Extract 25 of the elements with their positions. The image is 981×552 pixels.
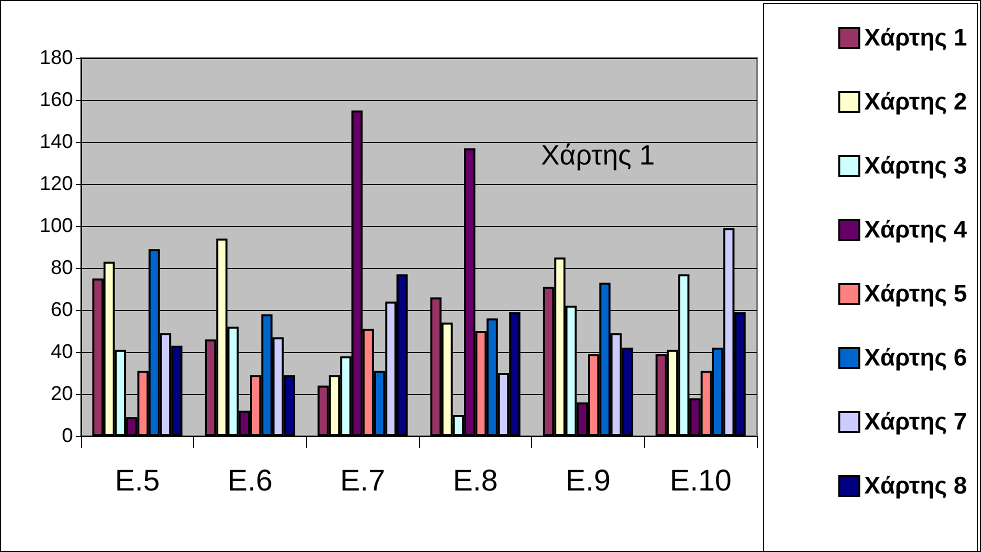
y-tick-label: 180 — [40, 47, 73, 69]
x-tick-label: Ε.9 — [565, 464, 611, 498]
annotation: Χάρτης 1 — [541, 140, 655, 170]
y-tick-label: 80 — [50, 257, 73, 279]
legend-label: Χάρτης 3 — [864, 152, 968, 180]
legend-label: Χάρτης 7 — [864, 408, 968, 436]
legend-label: Χάρτης 6 — [864, 344, 968, 372]
legend-label: Χάρτης 1 — [864, 24, 968, 52]
legend-label: Χάρτης 8 — [864, 472, 968, 500]
y-tick-label: 140 — [40, 131, 73, 153]
y-tick-label: 40 — [50, 341, 73, 363]
x-tick-label: Ε.5 — [114, 464, 160, 498]
y-tick-label: 120 — [40, 173, 73, 195]
x-tick-label: Ε.8 — [452, 464, 498, 498]
x-tick-label: Ε.10 — [670, 464, 732, 498]
y-tick-label: 160 — [40, 89, 73, 111]
y-tick-label: 60 — [50, 299, 73, 321]
legend-label: Χάρτης 4 — [864, 216, 968, 244]
y-tick-label: 0 — [62, 425, 73, 447]
y-tick-label: 20 — [50, 383, 73, 405]
legend-label: Χάρτης 2 — [864, 88, 968, 116]
x-tick-label: Ε.7 — [340, 464, 386, 498]
x-tick-label: Ε.6 — [227, 464, 273, 498]
y-tick-label: 100 — [40, 215, 73, 237]
legend-label: Χάρτης 5 — [864, 280, 968, 308]
